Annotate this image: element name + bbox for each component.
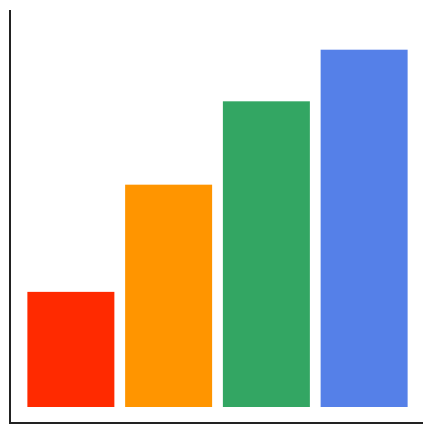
- bar: [222, 101, 310, 407]
- bar: [125, 184, 213, 407]
- bar: [27, 291, 115, 407]
- bar: [320, 49, 408, 407]
